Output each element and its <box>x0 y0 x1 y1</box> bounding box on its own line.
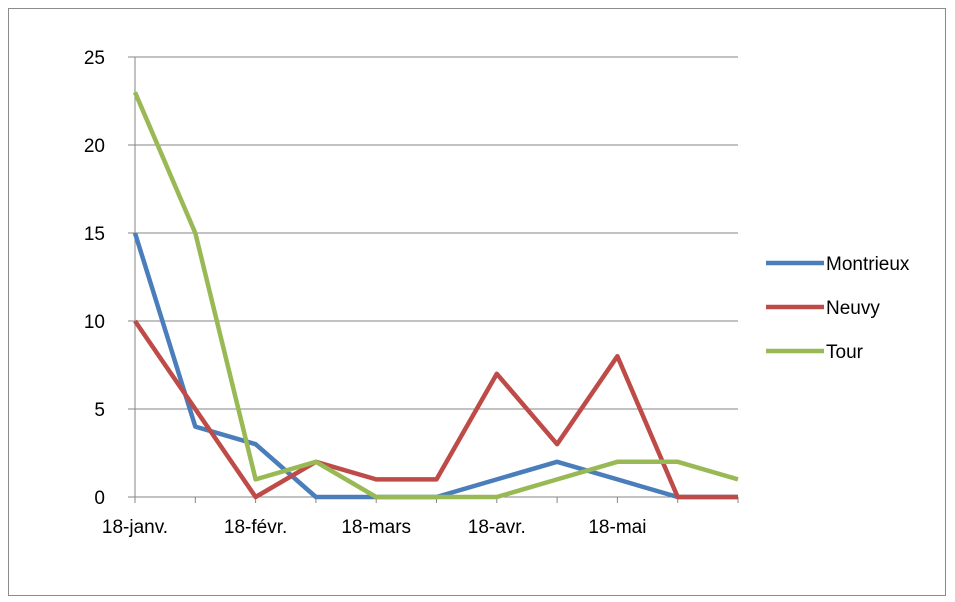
axes <box>128 56 739 503</box>
x-tick-label: 18-mars <box>341 517 411 538</box>
x-tick-label: 18-janv. <box>102 517 168 538</box>
legend-label-montrieux: Montrieux <box>826 254 910 275</box>
series-line-tour <box>132 91 739 500</box>
y-tick-label: 0 <box>94 488 105 509</box>
y-tick-label: 5 <box>94 400 105 421</box>
x-tick-label: 18-avr. <box>468 517 526 538</box>
tick-labels: 0 5 10 15 20 25 18-janv. 18-févr. 18-mars 18-avr.… <box>84 48 647 538</box>
legend-label-neuvy: Neuvy <box>826 298 880 319</box>
x-tick-label: 18-févr. <box>224 517 287 538</box>
legend: Montrieux Neuvy Tour <box>766 254 910 363</box>
y-tick-label: 20 <box>84 136 105 157</box>
series-line-neuvy <box>133 319 738 500</box>
y-tick-label: 10 <box>84 312 105 333</box>
grid-lines <box>135 56 738 410</box>
series-lines <box>132 91 739 500</box>
y-tick-label: 15 <box>84 224 105 245</box>
legend-label-tour: Tour <box>826 342 864 363</box>
x-tick-label: 18-mai <box>588 517 646 538</box>
y-tick-label: 25 <box>84 48 105 69</box>
